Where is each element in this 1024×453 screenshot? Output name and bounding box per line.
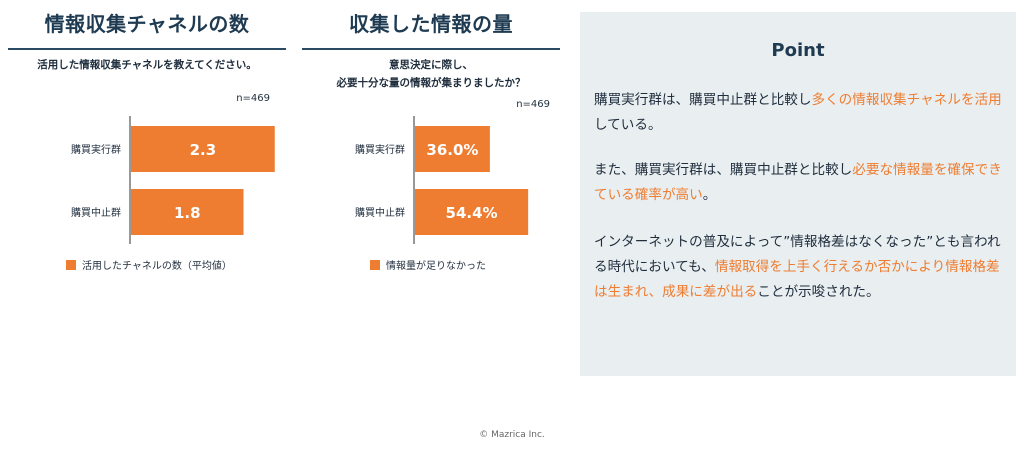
data-label: 36.0%: [426, 141, 478, 159]
highlight-text: 多くの情報収集チャネルを活用: [811, 92, 1002, 108]
legend-swatch: [370, 260, 380, 270]
data-label: 54.4%: [446, 204, 498, 222]
legend-label: 情報量が足りなかった: [386, 259, 486, 272]
highlight-text: 必要な情報量を確保できている確率が高い: [594, 162, 1002, 203]
chart-subtitle: 活用した情報収集チャネルを教えてください。: [37, 59, 257, 71]
category-label: 購買実行群: [355, 143, 405, 156]
bar: [131, 189, 244, 235]
point-paragraph-1: 購買実行群は、購買中止群と比較し多くの情報収集チャネルを活用している。: [594, 88, 1006, 138]
chart-subtitle-line-2: 必要十分な量の情報が集まりましたか？: [336, 77, 526, 89]
category-label: 購買実行群: [71, 143, 121, 156]
data-label: 2.3: [190, 141, 217, 159]
body-text: インターネットの普及によって”情報格差はなくなった”とも言われる時代においても、: [594, 234, 1001, 275]
highlight-text: 情報取得を上手く行えるか否かにより情報格差は生まれ、成果に差が出る: [594, 259, 1000, 300]
sample-size-label: n=469: [236, 93, 270, 104]
point-title: Point: [771, 40, 825, 61]
legend-swatch: [66, 260, 76, 270]
body-text: している。: [594, 117, 662, 133]
sample-size-label: n=469: [516, 99, 550, 110]
copyright: © Mazrica Inc.: [479, 430, 545, 440]
bar: [131, 126, 275, 172]
bar: [415, 189, 529, 235]
chart-title: 収集した情報の量: [349, 12, 513, 36]
data-label: 1.8: [174, 204, 201, 222]
point-paragraph-3: インターネットの普及によって”情報格差はなくなった”とも言われる時代においても、…: [594, 230, 1006, 305]
category-label: 購買中止群: [355, 206, 405, 219]
category-label: 購買中止群: [71, 206, 121, 219]
body-text: ことが示唆された。: [757, 284, 880, 300]
body-text: 。: [702, 187, 717, 203]
legend-label: 活用したチャネルの数（平均値）: [82, 259, 232, 272]
bar-chart-channels: n=469 購買実行群 2.3 購買中止群 1.8 活用したチャネルの数（平均値）: [66, 93, 275, 272]
title-divider: [8, 48, 286, 50]
chart-title: 情報収集チャネルの数: [44, 12, 250, 36]
body-text: 購買実行群は、購買中止群と比較し: [594, 92, 812, 108]
bar: [415, 126, 490, 172]
chart-panel-channels: 情報収集チャネルの数 活用した情報収集チャネルを教えてください。 n=469 購買…: [8, 0, 286, 300]
body-text: また、購買実行群は、購買中止群と比較し: [594, 162, 853, 178]
title-divider: [302, 48, 560, 50]
point-box: Point 購買実行群は、購買中止群と比較し多くの情報収集チャネルを活用している…: [580, 12, 1016, 376]
bar-chart-info-amount: n=469 購買実行群 36.0% 購買中止群 54.4% 情報量が足りなかった: [355, 99, 550, 272]
point-paragraph-2: また、購買実行群は、購買中止群と比較し必要な情報量を確保できている確率が高い。: [594, 158, 1006, 208]
chart-panel-info-amount: 収集した情報の量 意思決定に際し、 必要十分な量の情報が集まりましたか？ n=4…: [302, 0, 560, 300]
chart-subtitle-line-1: 意思決定に際し、: [389, 59, 473, 71]
